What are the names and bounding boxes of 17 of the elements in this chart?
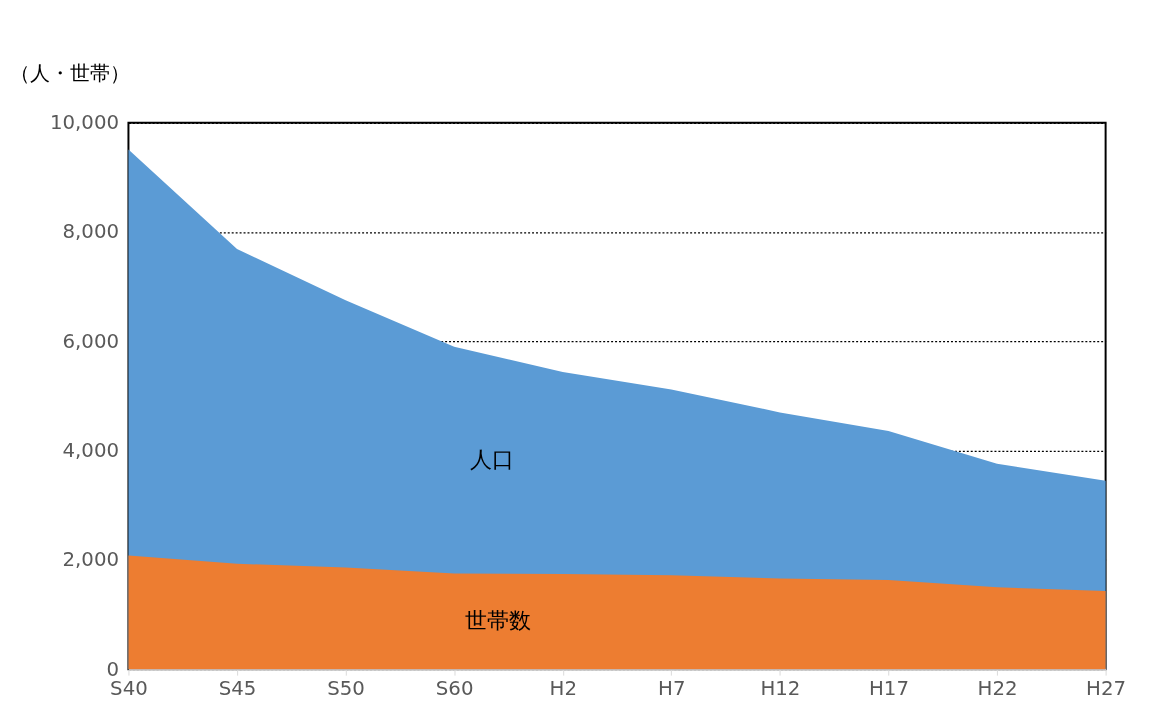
x-tick-label: H27 (1086, 677, 1127, 701)
y-axis-title: （人・世帯） (10, 61, 131, 85)
y-tick-label: 8,000 (62, 220, 120, 244)
y-tick-label: 4,000 (62, 439, 120, 463)
x-tick-label: H2 (549, 677, 577, 701)
x-tick-label: S50 (327, 677, 365, 701)
x-tick-label: H17 (868, 677, 909, 701)
series-label: 世帯数 (464, 608, 531, 634)
y-tick-label: 6,000 (62, 329, 120, 353)
x-tick-label: S45 (218, 677, 257, 701)
series-label: 人口 (470, 447, 515, 473)
x-tick-label: S60 (435, 677, 474, 701)
x-tick-label: H12 (760, 677, 801, 701)
y-tick-label: 2,000 (62, 548, 120, 572)
x-tick-label: H7 (658, 677, 686, 701)
y-tick-label: 10,000 (49, 111, 120, 135)
x-tick-label: H22 (977, 677, 1018, 701)
